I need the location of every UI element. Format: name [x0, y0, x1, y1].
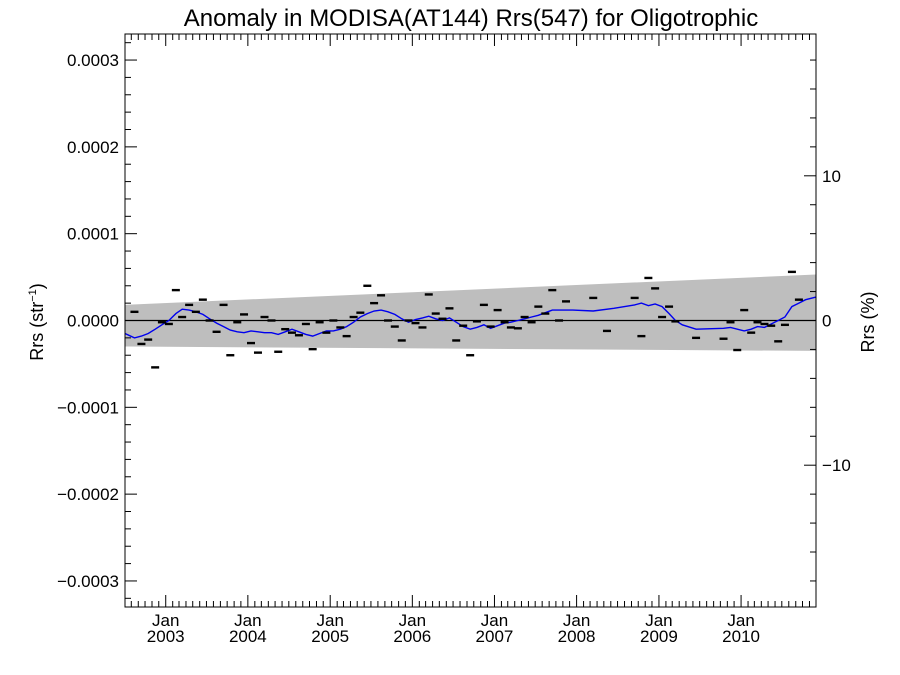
left-axis-label-main: Rrs (str	[27, 302, 47, 361]
x-tick-label-year: 2008	[558, 627, 596, 646]
left-y-tick-label: −0.0002	[57, 485, 119, 504]
x-tick-label-month: Jan	[727, 611, 754, 630]
x-tick-label-month: Jan	[152, 611, 179, 630]
x-tick-label-year: 2006	[393, 627, 431, 646]
left-y-tick-label: 0.0001	[67, 225, 119, 244]
axes: 0.0003 0.0002 0.0001 0.0000 −0.0001 −0.0002 −0…	[57, 33, 851, 646]
plot-area	[124, 270, 817, 369]
x-tick-label-year: 2009	[640, 627, 678, 646]
x-tick-label-year: 2007	[476, 627, 514, 646]
right-axis-label: Rrs (%)	[858, 292, 878, 353]
left-axis-label-superscript: −1	[27, 289, 39, 302]
x-tick-label-year: 2004	[229, 627, 267, 646]
left-axis-label-close: )	[27, 283, 47, 289]
left-y-tick-label: −0.0001	[57, 398, 119, 417]
left-y-tick-label: 0.0000	[67, 312, 119, 331]
x-tick-label-month: Jan	[316, 611, 343, 630]
left-y-tick-label: −0.0003	[57, 572, 119, 591]
left-y-tick-label: 0.0003	[67, 51, 119, 70]
x-tick-label-month: Jan	[234, 611, 261, 630]
left-y-tick-label: 0.0002	[67, 138, 119, 157]
x-tick-label-month: Jan	[399, 611, 426, 630]
left-axis-label: Rrs (str−1)	[27, 283, 47, 361]
x-tick-label-year: 2003	[147, 627, 185, 646]
x-tick-label-year: 2005	[311, 627, 349, 646]
right-y-tick-label: 0	[822, 312, 831, 331]
chart-title: Anomaly in MODISA(AT144) Rrs(547) for Ol…	[184, 5, 758, 32]
x-tick-label-year: 2010	[722, 627, 760, 646]
right-y-tick-label: 10	[822, 167, 841, 186]
x-tick-label-month: Jan	[563, 611, 590, 630]
right-y-tick-label: −10	[822, 456, 851, 475]
x-tick-label-month: Jan	[645, 611, 672, 630]
x-tick-label-month: Jan	[481, 611, 508, 630]
